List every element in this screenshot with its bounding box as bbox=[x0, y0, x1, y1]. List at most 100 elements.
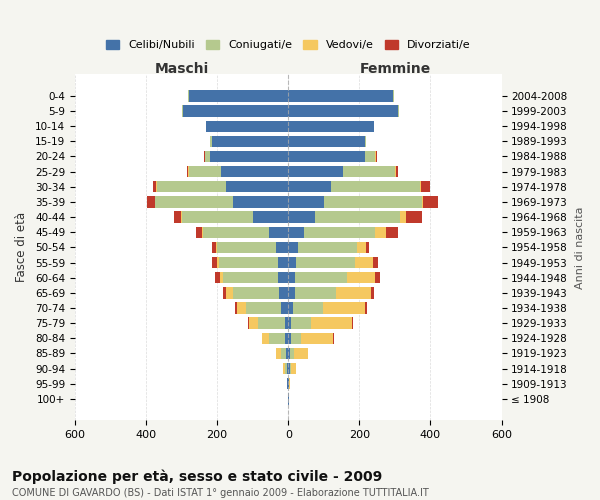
Text: Femmine: Femmine bbox=[359, 62, 431, 76]
Bar bbox=[288, 212, 315, 223]
Bar bbox=[293, 348, 308, 359]
Bar bbox=[188, 166, 221, 177]
Bar bbox=[285, 363, 287, 374]
Bar bbox=[276, 242, 288, 253]
Bar bbox=[298, 242, 357, 253]
Bar bbox=[355, 257, 373, 268]
Bar bbox=[278, 257, 288, 268]
Bar bbox=[205, 151, 210, 162]
Y-axis label: Fasce di età: Fasce di età bbox=[15, 212, 28, 282]
Bar bbox=[293, 302, 323, 314]
Bar bbox=[365, 302, 367, 314]
Bar bbox=[258, 318, 284, 329]
Bar bbox=[323, 302, 365, 314]
Bar bbox=[216, 242, 217, 253]
Bar bbox=[288, 106, 398, 117]
Bar bbox=[396, 166, 398, 177]
Bar bbox=[181, 212, 182, 223]
Bar bbox=[287, 378, 288, 390]
Bar bbox=[215, 272, 220, 283]
Bar bbox=[223, 287, 226, 298]
Bar bbox=[233, 196, 288, 207]
Bar bbox=[174, 212, 181, 223]
Bar bbox=[206, 120, 288, 132]
Bar bbox=[288, 151, 365, 162]
Bar bbox=[420, 181, 421, 192]
Bar bbox=[276, 348, 281, 359]
Bar bbox=[281, 348, 286, 359]
Text: Popolazione per età, sesso e stato civile - 2009: Popolazione per età, sesso e stato civil… bbox=[12, 470, 382, 484]
Bar bbox=[304, 226, 376, 238]
Bar bbox=[288, 181, 331, 192]
Bar bbox=[157, 181, 226, 192]
Bar bbox=[284, 318, 288, 329]
Bar bbox=[226, 287, 233, 298]
Bar bbox=[406, 212, 422, 223]
Bar bbox=[288, 378, 289, 390]
Bar bbox=[210, 136, 212, 147]
Bar bbox=[288, 332, 291, 344]
Bar bbox=[278, 272, 288, 283]
Bar bbox=[248, 318, 249, 329]
Bar bbox=[217, 257, 219, 268]
Legend: Celibi/Nubili, Coniugati/e, Vedovi/e, Divorziati/e: Celibi/Nubili, Coniugati/e, Vedovi/e, Di… bbox=[101, 35, 475, 55]
Bar bbox=[235, 302, 236, 314]
Bar bbox=[291, 318, 311, 329]
Bar bbox=[288, 136, 365, 147]
Bar bbox=[287, 363, 288, 374]
Bar bbox=[288, 242, 298, 253]
Bar bbox=[386, 226, 398, 238]
Bar bbox=[288, 120, 374, 132]
Bar bbox=[288, 226, 304, 238]
Bar bbox=[301, 332, 334, 344]
Bar bbox=[212, 257, 217, 268]
Bar bbox=[281, 302, 288, 314]
Bar bbox=[424, 196, 437, 207]
Bar bbox=[220, 272, 223, 283]
Text: COMUNE DI GAVARDO (BS) - Dati ISTAT 1° gennaio 2009 - Elaborazione TUTTITALIA.IT: COMUNE DI GAVARDO (BS) - Dati ISTAT 1° g… bbox=[12, 488, 429, 498]
Y-axis label: Anni di nascita: Anni di nascita bbox=[575, 206, 585, 288]
Bar bbox=[421, 181, 430, 192]
Bar bbox=[280, 287, 288, 298]
Bar bbox=[291, 332, 301, 344]
Bar bbox=[245, 302, 281, 314]
Bar bbox=[262, 332, 269, 344]
Bar bbox=[422, 196, 424, 207]
Bar bbox=[371, 287, 374, 298]
Bar bbox=[376, 226, 386, 238]
Bar bbox=[269, 226, 288, 238]
Bar bbox=[155, 196, 233, 207]
Bar bbox=[288, 302, 293, 314]
Bar bbox=[153, 181, 157, 192]
Bar bbox=[286, 332, 288, 344]
Bar bbox=[357, 242, 366, 253]
Bar bbox=[365, 151, 376, 162]
Bar bbox=[290, 363, 291, 374]
Bar bbox=[376, 151, 377, 162]
Bar bbox=[288, 272, 295, 283]
Bar bbox=[288, 363, 290, 374]
Bar bbox=[288, 166, 343, 177]
Bar bbox=[395, 166, 396, 177]
Bar bbox=[315, 212, 400, 223]
Bar bbox=[286, 348, 288, 359]
Bar bbox=[352, 318, 353, 329]
Bar bbox=[236, 302, 245, 314]
Bar bbox=[269, 332, 286, 344]
Bar bbox=[182, 106, 184, 117]
Bar bbox=[203, 226, 269, 238]
Bar bbox=[324, 196, 422, 207]
Bar bbox=[188, 90, 288, 102]
Bar bbox=[147, 196, 155, 207]
Bar bbox=[288, 287, 295, 298]
Bar bbox=[212, 136, 288, 147]
Bar bbox=[219, 257, 278, 268]
Bar bbox=[393, 90, 394, 102]
Bar bbox=[187, 166, 188, 177]
Bar bbox=[288, 393, 289, 404]
Bar bbox=[212, 242, 216, 253]
Bar bbox=[249, 318, 258, 329]
Bar bbox=[343, 166, 395, 177]
Bar bbox=[347, 272, 376, 283]
Bar bbox=[335, 287, 371, 298]
